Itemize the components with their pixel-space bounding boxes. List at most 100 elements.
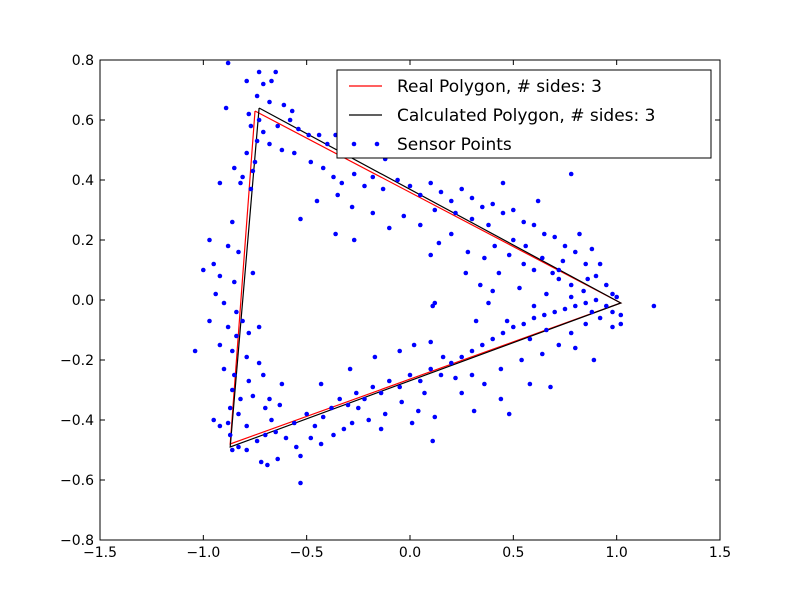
sensor-point <box>397 348 403 354</box>
sensor-point <box>540 351 545 357</box>
sensor-point <box>387 225 392 231</box>
sensor-point <box>232 165 237 171</box>
sensor-point <box>531 315 537 321</box>
sensor-point <box>281 102 287 108</box>
sensor-point <box>230 447 235 453</box>
sensor-point <box>356 405 361 411</box>
sensor-point <box>610 324 615 330</box>
sensor-point <box>527 336 533 342</box>
sensor-point <box>248 186 254 192</box>
sensor-point <box>591 357 597 363</box>
x-tick-label: −0.5 <box>290 545 324 561</box>
sensor-point <box>308 159 314 165</box>
sensor-point <box>480 204 485 210</box>
sensor-point <box>583 261 588 267</box>
sensor-point <box>568 330 574 336</box>
sensor-point <box>217 423 223 429</box>
sensor-point <box>459 186 465 192</box>
sensor-point <box>610 309 615 315</box>
sensor-point <box>230 219 235 225</box>
legend-label-0: Real Polygon, # sides: 3 <box>397 77 602 97</box>
sensor-point <box>573 249 578 255</box>
sensor-point <box>382 411 388 417</box>
sensor-point <box>201 267 206 273</box>
sensor-point <box>213 291 218 297</box>
sensor-point <box>221 366 227 372</box>
sensor-point <box>244 354 249 360</box>
sensor-point <box>230 348 235 354</box>
y-tick-label: 0.4 <box>72 173 94 189</box>
sensor-point <box>238 396 243 402</box>
sensor-point <box>362 396 367 402</box>
sensor-point <box>480 342 485 348</box>
sensor-point <box>562 306 568 312</box>
sensor-point <box>261 129 266 135</box>
sensor-point <box>320 414 326 420</box>
sensor-point <box>341 426 347 432</box>
sensor-point <box>372 354 378 360</box>
sensor-point <box>428 366 434 372</box>
sensor-point <box>535 198 541 204</box>
sensor-point <box>254 438 260 444</box>
y-tick-label: 0.2 <box>72 233 94 249</box>
sensor-point <box>500 180 506 186</box>
sensor-point <box>244 150 249 156</box>
sensor-point <box>506 411 512 417</box>
sensor-point <box>618 321 624 327</box>
sensor-point <box>263 405 268 411</box>
sensor-point <box>496 270 502 276</box>
sensor-point <box>318 381 324 387</box>
sensor-point <box>337 396 343 402</box>
sensor-point <box>296 126 301 132</box>
sensor-point <box>351 171 357 177</box>
sensor-point <box>517 285 522 291</box>
sensor-point <box>469 216 475 222</box>
sensor-point <box>292 150 297 156</box>
sensor-point <box>211 417 216 423</box>
sensor-point <box>269 417 274 423</box>
sensor-point <box>225 243 231 249</box>
sensor-point <box>478 282 483 288</box>
sensor-point <box>339 180 345 186</box>
sensor-point <box>279 147 285 153</box>
sensor-point <box>230 387 235 393</box>
sensor-point <box>469 195 475 201</box>
sensor-point <box>298 453 303 459</box>
sensor-point <box>542 231 547 237</box>
sensor-point <box>482 255 487 261</box>
sensor-point <box>370 210 376 216</box>
sensor-point <box>432 414 438 420</box>
sensor-point <box>395 177 400 183</box>
sensor-point <box>651 303 657 309</box>
sensor-point <box>471 408 477 414</box>
sensor-point <box>246 378 252 384</box>
sensor-point <box>250 270 256 276</box>
sensor-point <box>331 432 336 438</box>
sensor-point <box>318 441 324 447</box>
x-tick-label: 0.5 <box>502 545 524 561</box>
sensor-point <box>232 279 237 285</box>
sensor-point <box>370 174 376 180</box>
sensor-point <box>473 318 479 324</box>
sensor-point <box>267 396 272 402</box>
sensor-point <box>500 210 506 216</box>
sensor-point <box>597 261 603 267</box>
sensor-point <box>401 213 407 219</box>
sensor-point <box>265 462 270 468</box>
sensor-point <box>244 447 249 453</box>
sensor-point <box>345 402 351 408</box>
sensor-point <box>418 378 423 384</box>
sensor-point <box>349 204 355 210</box>
sensor-point <box>335 192 341 198</box>
sensor-point <box>250 393 256 399</box>
sensor-point <box>610 291 615 297</box>
sensor-point <box>254 138 260 144</box>
sensor-point <box>308 435 314 441</box>
sensor-point <box>407 183 413 189</box>
sensor-point <box>409 420 415 426</box>
sensor-point <box>256 117 262 123</box>
sensor-point <box>306 132 312 138</box>
sensor-point <box>500 330 506 336</box>
sensor-point <box>498 396 504 402</box>
